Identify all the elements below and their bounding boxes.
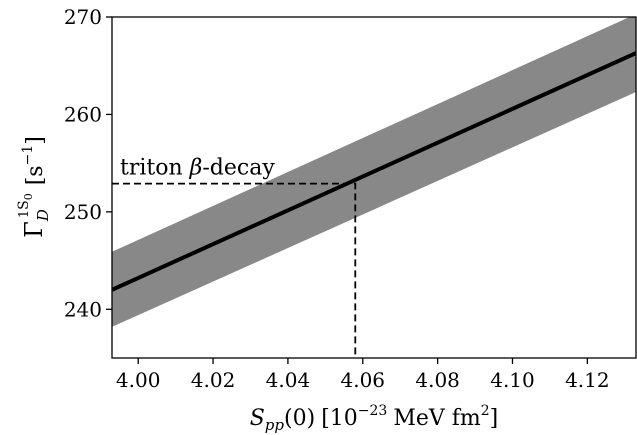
y-tick-label: 260 — [64, 102, 102, 126]
x-axis-label: Spp(0) [10−23 MeV fm2] — [250, 403, 499, 434]
y-axis-label: ΓD1S0[s−1] — [16, 136, 52, 238]
x-axis-ticks: 4.00 4.02 4.04 4.06 4.08 4.10 4.12 — [116, 358, 610, 392]
annotation-dashed-line — [112, 182, 357, 358]
x-tick-label: 4.04 — [266, 368, 311, 392]
y-axis-ticks: 240 250 260 270 — [64, 5, 112, 321]
x-tick-label: 4.02 — [191, 368, 236, 392]
plot-area — [112, 17, 636, 358]
y-tick-label: 250 — [64, 200, 102, 224]
plot-frame — [111, 16, 637, 359]
central-line — [112, 51, 636, 292]
annotation-triton-beta-decay: triton β-decay — [120, 156, 275, 181]
x-tick-label: 4.00 — [116, 368, 161, 392]
x-tick-label: 4.08 — [415, 368, 460, 392]
y-tick-label: 270 — [64, 5, 102, 29]
x-tick-label: 4.12 — [565, 368, 610, 392]
y-tick-label: 240 — [64, 297, 102, 321]
x-tick-label: 4.06 — [341, 368, 386, 392]
x-tick-label: 4.10 — [490, 368, 535, 392]
